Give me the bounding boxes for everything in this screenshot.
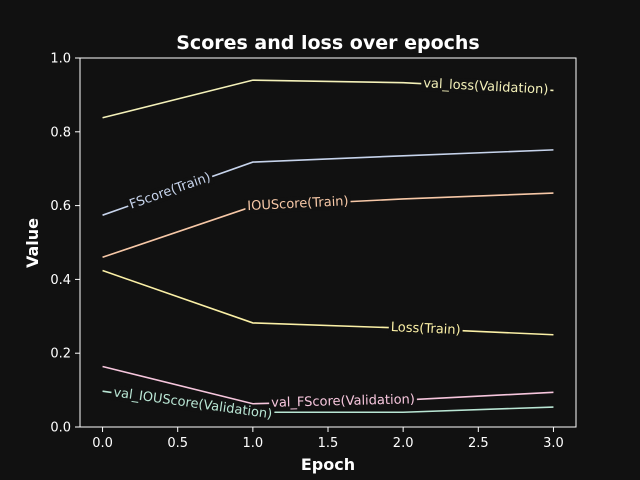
series-label-group: val_loss(Validation) <box>420 76 551 98</box>
series-label-background <box>244 194 351 215</box>
plot-area-frame <box>79 57 577 428</box>
series-label-group: IOUScore(Train) <box>244 194 351 215</box>
series-label-val-fscore-validation: val_FScore(Validation) <box>271 392 415 411</box>
series-label-val-loss-validation: val_loss(Validation) <box>423 76 549 97</box>
series-label-group: val_FScore(Validation) <box>268 392 418 411</box>
series-layer: val_loss(Validation) FScore(Train) IOUScor… <box>102 76 554 423</box>
y-tick-label: 0.8 <box>50 125 71 140</box>
y-axis-label: Value <box>23 218 42 268</box>
series-label-background <box>110 385 276 423</box>
series-label-background <box>268 392 418 411</box>
y-tick-label: 0.0 <box>50 421 71 436</box>
x-axis-label: Epoch <box>301 455 355 474</box>
series-label-loss-train: Loss(Train) <box>390 320 460 338</box>
series-label-group: FScore(Train) <box>125 169 215 214</box>
series-label-fscore-train: FScore(Train) <box>128 170 213 212</box>
x-tick-label: 1.5 <box>318 436 339 451</box>
x-tick-label: 1.0 <box>243 436 264 451</box>
y-tick-label: 0.2 <box>50 347 71 362</box>
y-tick-label: 0.6 <box>50 199 71 214</box>
x-tick-label: 3.0 <box>543 436 564 451</box>
series-line-loss-train <box>102 269 554 336</box>
y-tick-label: 0.4 <box>50 273 71 288</box>
series-label-background <box>125 169 215 214</box>
series-label-val-iouscore-validation: val_IOUScore(Validation) <box>112 385 273 422</box>
x-tick-label: 0.5 <box>167 436 188 451</box>
y-axis: 0.0 0.2 0.4 0.6 0.8 1.0 <box>50 52 80 436</box>
x-tick-label: 0.0 <box>92 436 113 451</box>
series-label-group: val_IOUScore(Validation) <box>110 385 276 423</box>
series-label-iouscore-train: IOUScore(Train) <box>247 194 349 214</box>
chart-title: Scores and loss over epochs <box>176 32 480 54</box>
series-label-background <box>388 319 463 339</box>
x-axis: 0.0 0.5 1.0 1.5 2.0 2.5 3.0 <box>92 427 564 451</box>
x-tick-label: 2.5 <box>468 436 489 451</box>
y-tick-label: 1.0 <box>50 52 71 67</box>
x-tick-label: 2.0 <box>393 436 414 451</box>
series-label-background <box>420 76 551 98</box>
series-label-group: Loss(Train) <box>388 319 463 339</box>
